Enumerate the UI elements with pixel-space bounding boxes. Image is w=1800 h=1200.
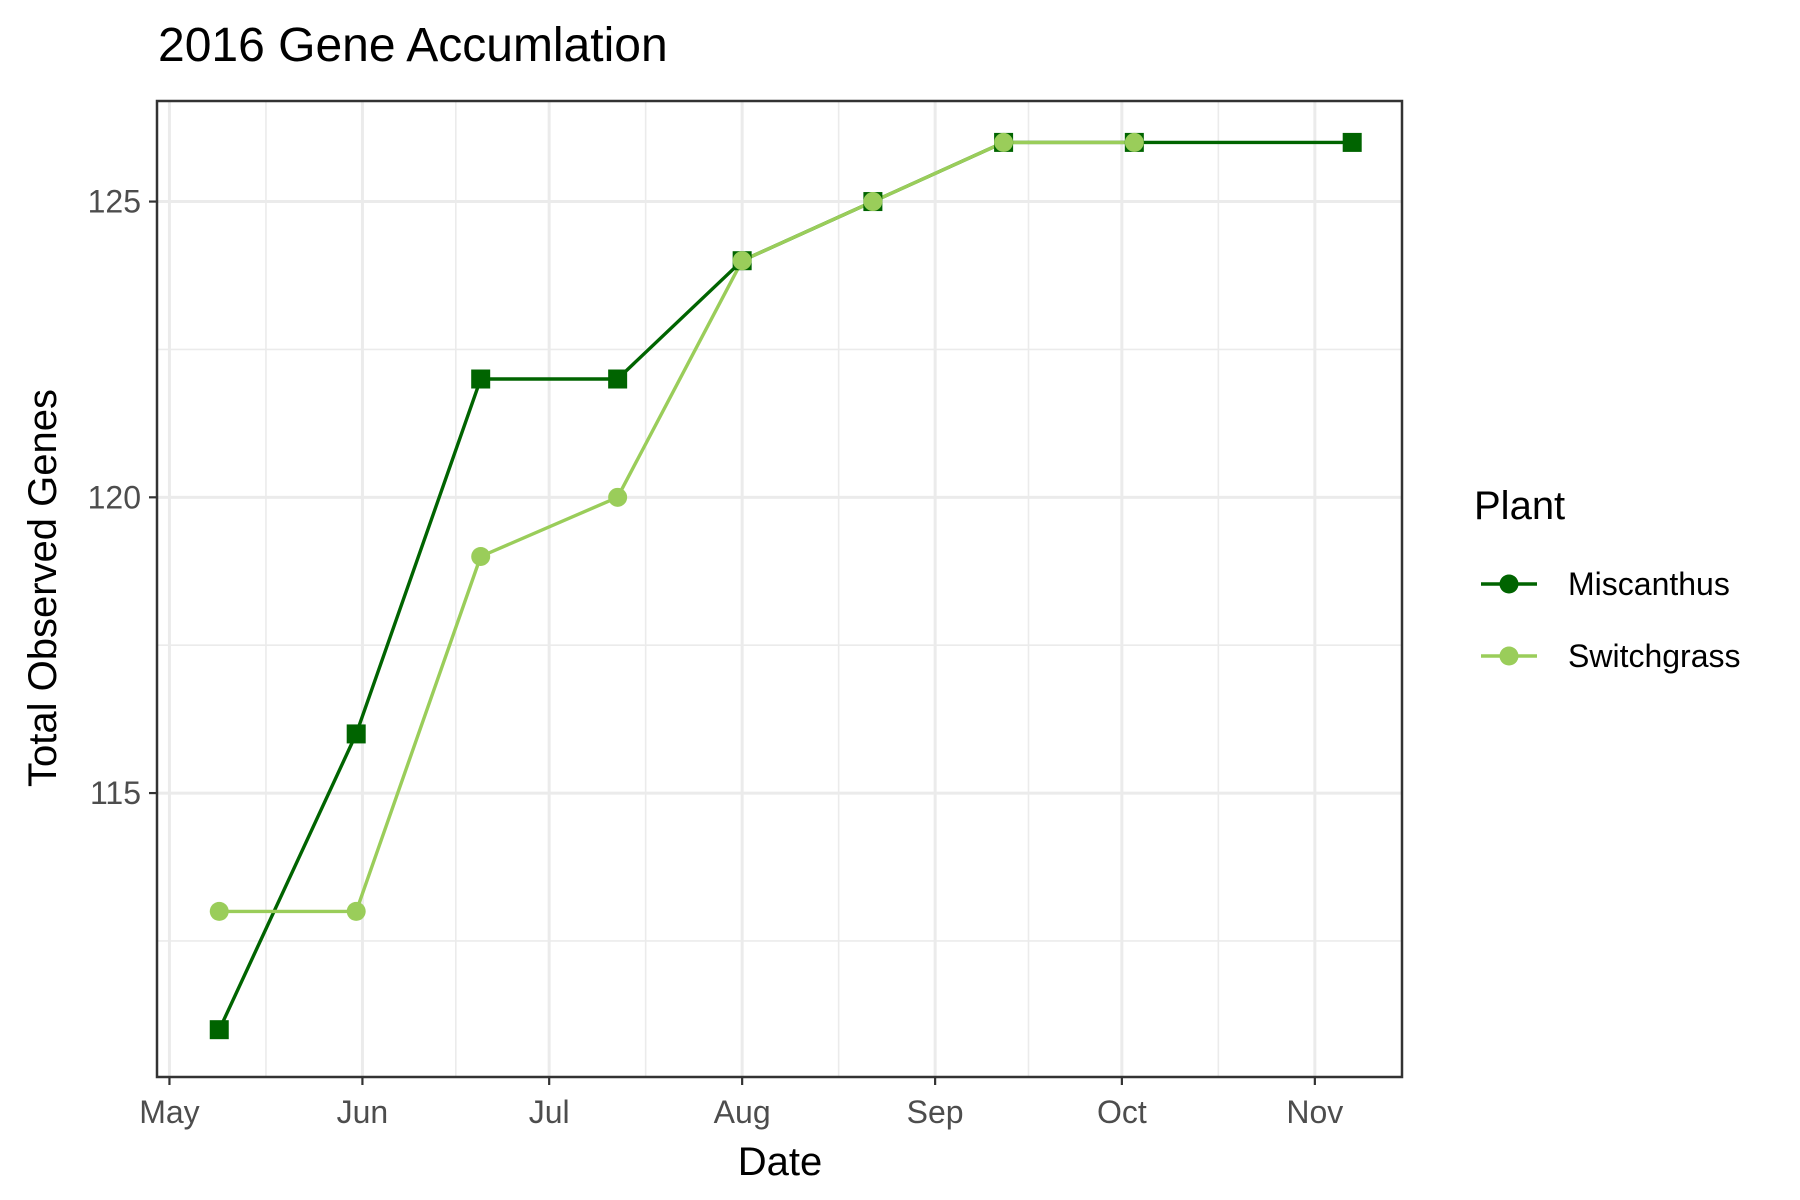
y-tick-label: 125 (88, 184, 141, 220)
switchgrass-point (209, 901, 229, 921)
series-points (209, 132, 1362, 1040)
switchgrass-point (732, 251, 752, 271)
switchgrass-point (863, 192, 883, 212)
miscanthus-legend-key-point (1499, 574, 1519, 594)
y-axis-title: Total Observed Genes (21, 389, 65, 787)
plot-panel (155, 99, 1404, 1079)
series-lines (217, 140, 1353, 1031)
legend-label-switchgrass: Switchgrass (1568, 638, 1741, 674)
legend: Plant Miscanthus Switchgrass (1474, 484, 1741, 674)
miscanthus-point (346, 724, 366, 744)
y-tick-label: 120 (88, 479, 141, 515)
legend-title: Plant (1474, 484, 1565, 528)
major-gridlines (157, 101, 1402, 1077)
switchgrass-point (608, 487, 628, 507)
miscanthus-point (471, 369, 491, 389)
x-axis-title: Date (738, 1140, 823, 1184)
x-tick-label: Nov (1286, 1094, 1343, 1130)
switchgrass-point (471, 546, 491, 566)
miscanthus-line (217, 140, 1353, 1031)
y-tick-label: 115 (90, 775, 141, 811)
chart-title: 2016 Gene Accumlation (158, 19, 668, 72)
miscanthus-point (1342, 132, 1362, 152)
legend-label-miscanthus: Miscanthus (1568, 566, 1730, 602)
switchgrass-legend-key-point (1499, 646, 1519, 666)
x-tick-label: Aug (714, 1094, 771, 1130)
x-tick-label: May (139, 1094, 199, 1130)
switchgrass-point (994, 132, 1014, 152)
x-tick-label: Sep (907, 1094, 964, 1130)
x-axis: May Jun Jul Aug Sep Oct Nov (139, 1077, 1343, 1130)
x-tick-label: Jul (529, 1094, 570, 1130)
switchgrass-point (346, 901, 366, 921)
x-tick-label: Oct (1097, 1094, 1147, 1130)
switchgrass-line (219, 140, 1135, 914)
minor-gridlines (157, 101, 1402, 1077)
switchgrass-point (1124, 132, 1144, 152)
miscanthus-point (608, 369, 628, 389)
y-axis: 115 120 125 (88, 184, 157, 811)
miscanthus-point (209, 1020, 229, 1040)
x-tick-label: Jun (337, 1094, 389, 1130)
